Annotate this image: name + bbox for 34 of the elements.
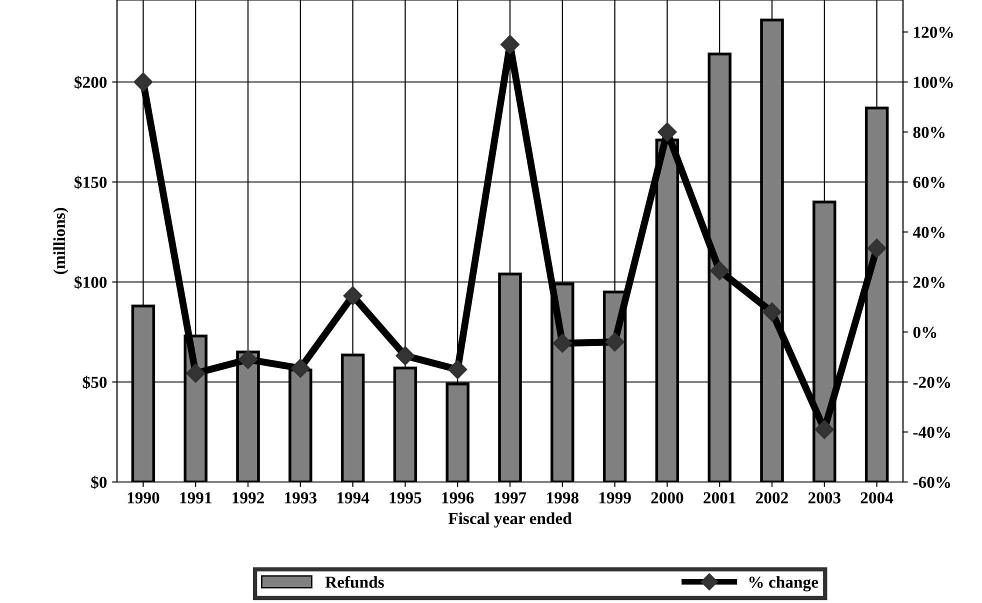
y2-tick-label: 100% (914, 76, 953, 88)
x-tick-label: 1993 (285, 492, 316, 504)
y2-tick-label: 80% (913, 126, 944, 138)
x-tick-label: 2002 (756, 492, 788, 504)
x-tick-label: 2003 (808, 492, 840, 504)
y2-tick-label: -40% (913, 426, 950, 438)
x-tick-label: 1991 (180, 492, 212, 504)
y2-tick-label: 120% (914, 26, 953, 38)
y-tick-label: $0 (91, 476, 107, 490)
x-tick-label: 1997 (494, 492, 526, 504)
y-tick-label: $50 (82, 376, 107, 390)
x-tick-label: 1999 (599, 492, 631, 504)
x-tick-label: 1995 (390, 492, 422, 504)
y-tick-label: $200 (74, 76, 107, 90)
y2-tick-label: 20% (913, 276, 944, 288)
legend-label: % change (749, 576, 818, 592)
y2-tick-label: -60% (913, 476, 950, 488)
x-tick-label: 2001 (704, 492, 736, 504)
y2-tick-label: 60% (913, 176, 944, 188)
y2-tick-label: 0% (913, 326, 936, 338)
y2-tick-label: 40% (912, 226, 944, 238)
x-axis-title: Fiscal year ended (448, 512, 572, 528)
x-tick-label: 1992 (232, 492, 264, 504)
x-tick-label: 1994 (337, 492, 370, 504)
x-tick-label: 2004 (860, 492, 894, 504)
legend-label: Refunds (325, 576, 384, 588)
y-tick-label: $150 (74, 176, 107, 190)
y-tick-label: $100 (74, 276, 107, 290)
x-tick-label: 1996 (442, 492, 474, 504)
y2-tick-label: -20% (913, 376, 950, 388)
x-tick-label: 1990 (128, 492, 160, 504)
y-axis-title: (millions) (53, 208, 68, 274)
x-tick-label: 1998 (547, 492, 579, 504)
x-tick-label: 2000 (651, 492, 684, 504)
